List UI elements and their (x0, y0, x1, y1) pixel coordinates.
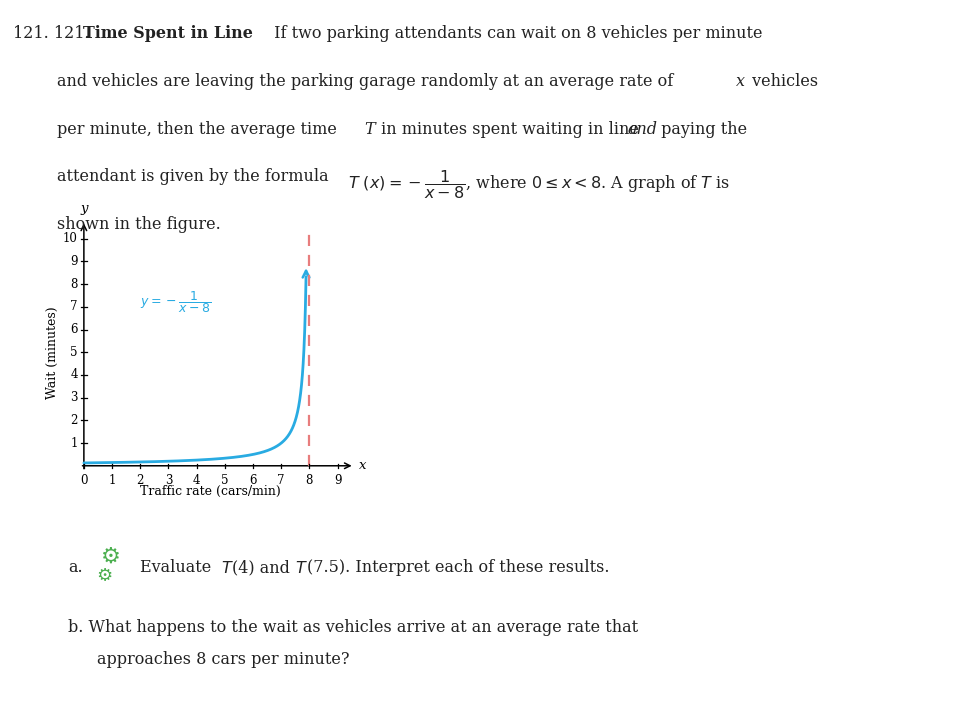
Text: vehicles: vehicles (747, 73, 818, 90)
Text: Wait (minutes): Wait (minutes) (46, 306, 59, 398)
Text: 4: 4 (70, 369, 77, 381)
Text: $T$: $T$ (221, 560, 233, 575)
Text: 3: 3 (165, 474, 172, 487)
Text: ⚙: ⚙ (97, 567, 112, 585)
Text: shown in the figure.: shown in the figure. (57, 216, 221, 233)
Text: b. What happens to the wait as vehicles arrive at an average rate that: b. What happens to the wait as vehicles … (68, 619, 638, 636)
Text: and vehicles are leaving the parking garage randomly at an average rate of: and vehicles are leaving the parking gar… (57, 73, 679, 90)
Text: in minutes spent waiting in line: in minutes spent waiting in line (376, 121, 644, 137)
Text: 8: 8 (306, 474, 313, 487)
Text: y: y (80, 202, 88, 215)
Text: 9: 9 (70, 255, 77, 268)
Text: Time Spent in Line: Time Spent in Line (83, 25, 253, 42)
Text: 5: 5 (70, 345, 77, 359)
Text: 9: 9 (334, 474, 342, 487)
Text: Evaluate: Evaluate (140, 559, 217, 576)
Text: 121. 121.: 121. 121. (13, 25, 89, 42)
Text: 10: 10 (63, 232, 77, 245)
Text: a.: a. (68, 559, 82, 576)
Text: $y = -\dfrac{1}{x-8}$: $y = -\dfrac{1}{x-8}$ (140, 289, 211, 315)
Text: and: and (627, 121, 657, 137)
Text: 1: 1 (108, 474, 116, 487)
Text: Traffic rate (cars/min): Traffic rate (cars/min) (140, 485, 281, 498)
Text: 2: 2 (136, 474, 144, 487)
Text: T: T (364, 121, 375, 137)
Text: 3: 3 (70, 391, 77, 404)
Text: 6: 6 (250, 474, 257, 487)
Text: (7.5). Interpret each of these results.: (7.5). Interpret each of these results. (307, 559, 610, 576)
Text: 7: 7 (278, 474, 285, 487)
Text: x: x (736, 73, 744, 90)
Text: 7: 7 (70, 300, 77, 313)
Text: per minute, then the average time: per minute, then the average time (57, 121, 342, 137)
Text: $T$: $T$ (295, 560, 308, 575)
Text: 8: 8 (71, 278, 77, 290)
Text: 4: 4 (193, 474, 200, 487)
Text: (4) and: (4) and (232, 559, 295, 576)
Text: 0: 0 (80, 474, 88, 487)
Text: If two parking attendants can wait on 8 vehicles per minute: If two parking attendants can wait on 8 … (269, 25, 763, 42)
Text: 1: 1 (71, 436, 77, 450)
Text: 6: 6 (70, 323, 77, 336)
Text: approaches 8 cars per minute?: approaches 8 cars per minute? (97, 651, 349, 668)
Text: 2: 2 (71, 414, 77, 427)
Text: $T\ (x) = -\dfrac{1}{x-8}$, where $0 \leq x < 8$. A graph of $T$ is: $T\ (x) = -\dfrac{1}{x-8}$, where $0 \le… (348, 168, 731, 202)
Text: attendant is given by the formula: attendant is given by the formula (57, 168, 334, 185)
Text: x: x (359, 459, 366, 472)
Text: ⚙: ⚙ (102, 547, 121, 567)
Text: 5: 5 (221, 474, 228, 487)
Text: paying the: paying the (656, 121, 747, 137)
